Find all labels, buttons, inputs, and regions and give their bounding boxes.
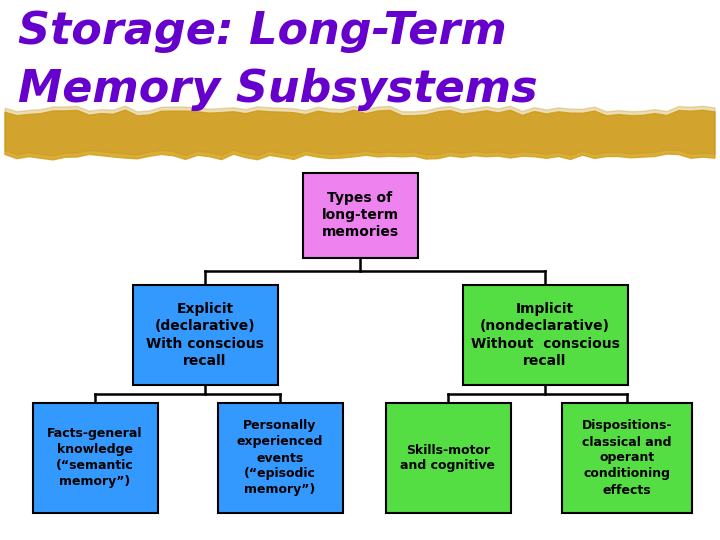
FancyBboxPatch shape <box>217 403 343 513</box>
Text: Personally
experienced
events
(“episodic
memory”): Personally experienced events (“episodic… <box>237 420 323 496</box>
Text: Facts-general
knowledge
(“semantic
memory”): Facts-general knowledge (“semantic memor… <box>48 428 143 489</box>
Polygon shape <box>5 110 715 160</box>
FancyBboxPatch shape <box>132 285 277 385</box>
Text: Storage: Long-Term: Storage: Long-Term <box>18 10 507 53</box>
FancyBboxPatch shape <box>385 403 510 513</box>
Text: Dispositions-
classical and
operant
conditioning
effects: Dispositions- classical and operant cond… <box>582 420 672 496</box>
FancyBboxPatch shape <box>302 172 418 258</box>
FancyBboxPatch shape <box>32 403 158 513</box>
FancyBboxPatch shape <box>462 285 628 385</box>
Text: Types of
long-term
memories: Types of long-term memories <box>321 191 399 239</box>
Text: Skills-motor
and cognitive: Skills-motor and cognitive <box>400 443 495 472</box>
Text: Memory Subsystems: Memory Subsystems <box>18 68 538 111</box>
Polygon shape <box>5 106 715 156</box>
FancyBboxPatch shape <box>562 403 692 513</box>
Text: Explicit
(declarative)
With conscious
recall: Explicit (declarative) With conscious re… <box>146 302 264 368</box>
Text: Implicit
(nondeclarative)
Without  conscious
recall: Implicit (nondeclarative) Without consci… <box>471 302 619 368</box>
